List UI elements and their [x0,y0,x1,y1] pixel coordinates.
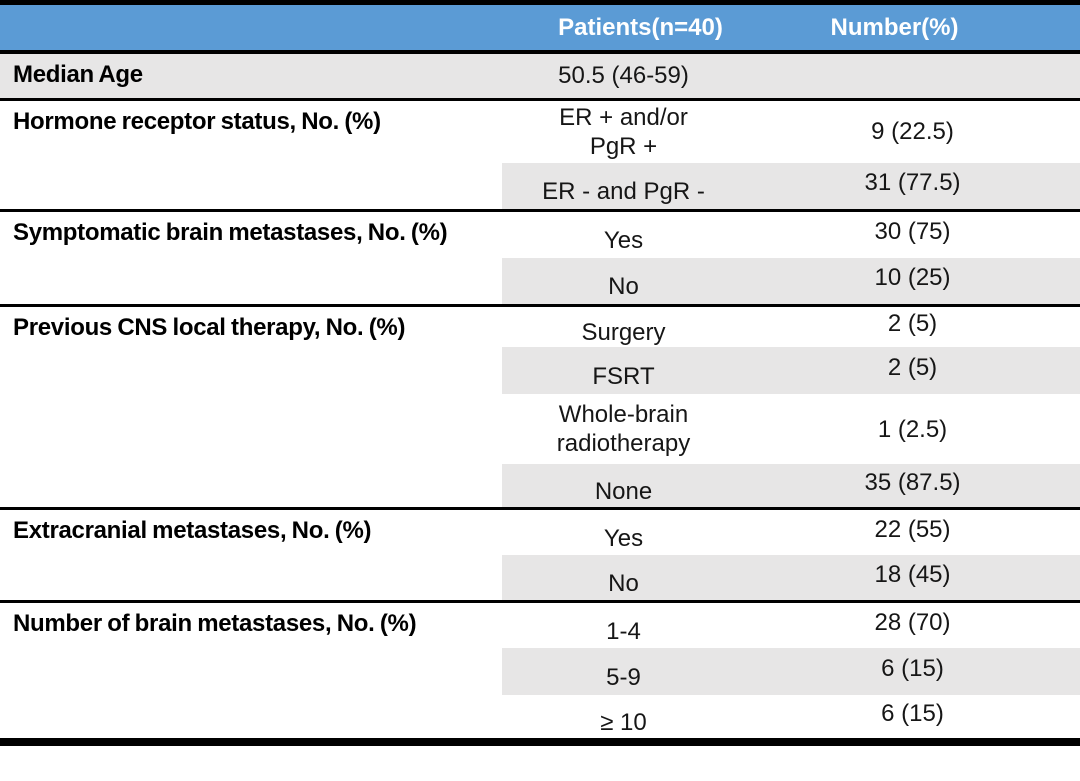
category-cell: Yes [502,506,745,555]
value-cell: 10 (25) [745,258,1080,305]
column-header-patients-label: Patients(n=40) [558,13,723,41]
value-cell: 2 (5) [745,347,1080,394]
table-row: 5-9 6 (15) [0,648,1080,695]
category-cell: 5-9 [502,648,745,695]
row-label-extracranial-metastases: Extracranial metastases, No. (%) [0,506,502,601]
table-row: FSRT 2 (5) [0,347,1080,394]
category-cell: Surgery [502,303,745,347]
category-cell: None [502,464,745,508]
table-row: Symptomatic brain metastases, No. (%) Ye… [0,208,1080,305]
category-cell: FSRT [502,347,745,394]
table-row: Extracranial metastases, No. (%) Yes 22 … [0,506,1080,601]
category-cell: ER - and PgR - [502,163,745,210]
section-extracranial-metastases: Extracranial metastases, No. (%) Yes 22 … [0,506,1080,601]
category-cell: ≥ 10 [600,709,647,736]
column-header-number-label: Number(%) [830,13,959,41]
section-hormone-receptor-status: Hormone receptor status, No. (%) ER + an… [0,97,1080,210]
column-header-empty [0,2,502,54]
table-row: Median Age 50.5 (46-59) [0,52,1080,99]
table-row: No 18 (45) [0,555,1080,601]
table-header: Patients(n=40) Number(%) [0,2,1080,54]
value-cell: 6 (15) [881,700,944,727]
table-row: Whole-brain radiotherapy 1 (2.5) [0,394,1080,464]
value-cell: 31 (77.5) [745,163,1080,210]
row-label-symptomatic-brain-metastases: Symptomatic brain metastases, No. (%) [0,208,502,305]
category-cell: ER + and/or PgR + [502,97,745,163]
table-row: Hormone receptor status, No. (%) ER + an… [0,97,1080,210]
section-previous-cns-local-therapy: Previous CNS local therapy, No. (%) Surg… [0,303,1080,508]
header-row: Patients(n=40) Number(%) [0,2,1080,54]
row-label-previous-cns-local-therapy: Previous CNS local therapy, No. (%) [0,303,502,508]
category-cell: No [502,258,745,305]
value-cell: 30 (75) [745,208,1080,258]
category-cell: 50.5 (46-59) [502,52,745,99]
value-cell: 1 (2.5) [877,415,948,443]
column-header-patients: Patients(n=40) [502,2,745,54]
patient-characteristics-table: Patients(n=40) Number(%) Median Age 50.5… [0,0,1080,746]
row-label-number-of-brain-metastases: Number of brain metastases, No. (%) [0,599,502,742]
value-cell: 35 (87.5) [745,464,1080,508]
value-cell: 9 (22.5) [745,97,1080,163]
value-cell: 28 (70) [745,599,1080,648]
column-header-number: Number(%) [745,2,1080,54]
category-cell: Yes [502,208,745,258]
value-cell: 18 (45) [745,555,1080,601]
section-symptomatic-brain-metastases: Symptomatic brain metastases, No. (%) Ye… [0,208,1080,305]
row-label-hormone-receptor-status: Hormone receptor status, No. (%) [0,97,502,210]
table-row: No 10 (25) [0,258,1080,305]
table-row: Number of brain metastases, No. (%) 1-4 … [0,599,1080,742]
table-row: None 35 (87.5) [0,464,1080,508]
value-cell: 22 (55) [745,506,1080,555]
category-cell: 1-4 [502,599,745,648]
value-cell [745,52,1080,99]
row-label-median-age: Median Age [0,52,502,99]
section-median-age: Median Age 50.5 (46-59) [0,52,1080,99]
table-row: Previous CNS local therapy, No. (%) Surg… [0,303,1080,508]
table-row: ER - and PgR - 31 (77.5) [0,163,1080,210]
category-cell: No [502,555,745,601]
category-cell: Whole-brain radiotherapy [556,401,691,457]
table-row: ≥ 10 6 (15) [0,695,1080,742]
value-cell: 6 (15) [745,648,1080,695]
value-cell: 2 (5) [745,303,1080,347]
section-number-of-brain-metastases: Number of brain metastases, No. (%) 1-4 … [0,599,1080,742]
